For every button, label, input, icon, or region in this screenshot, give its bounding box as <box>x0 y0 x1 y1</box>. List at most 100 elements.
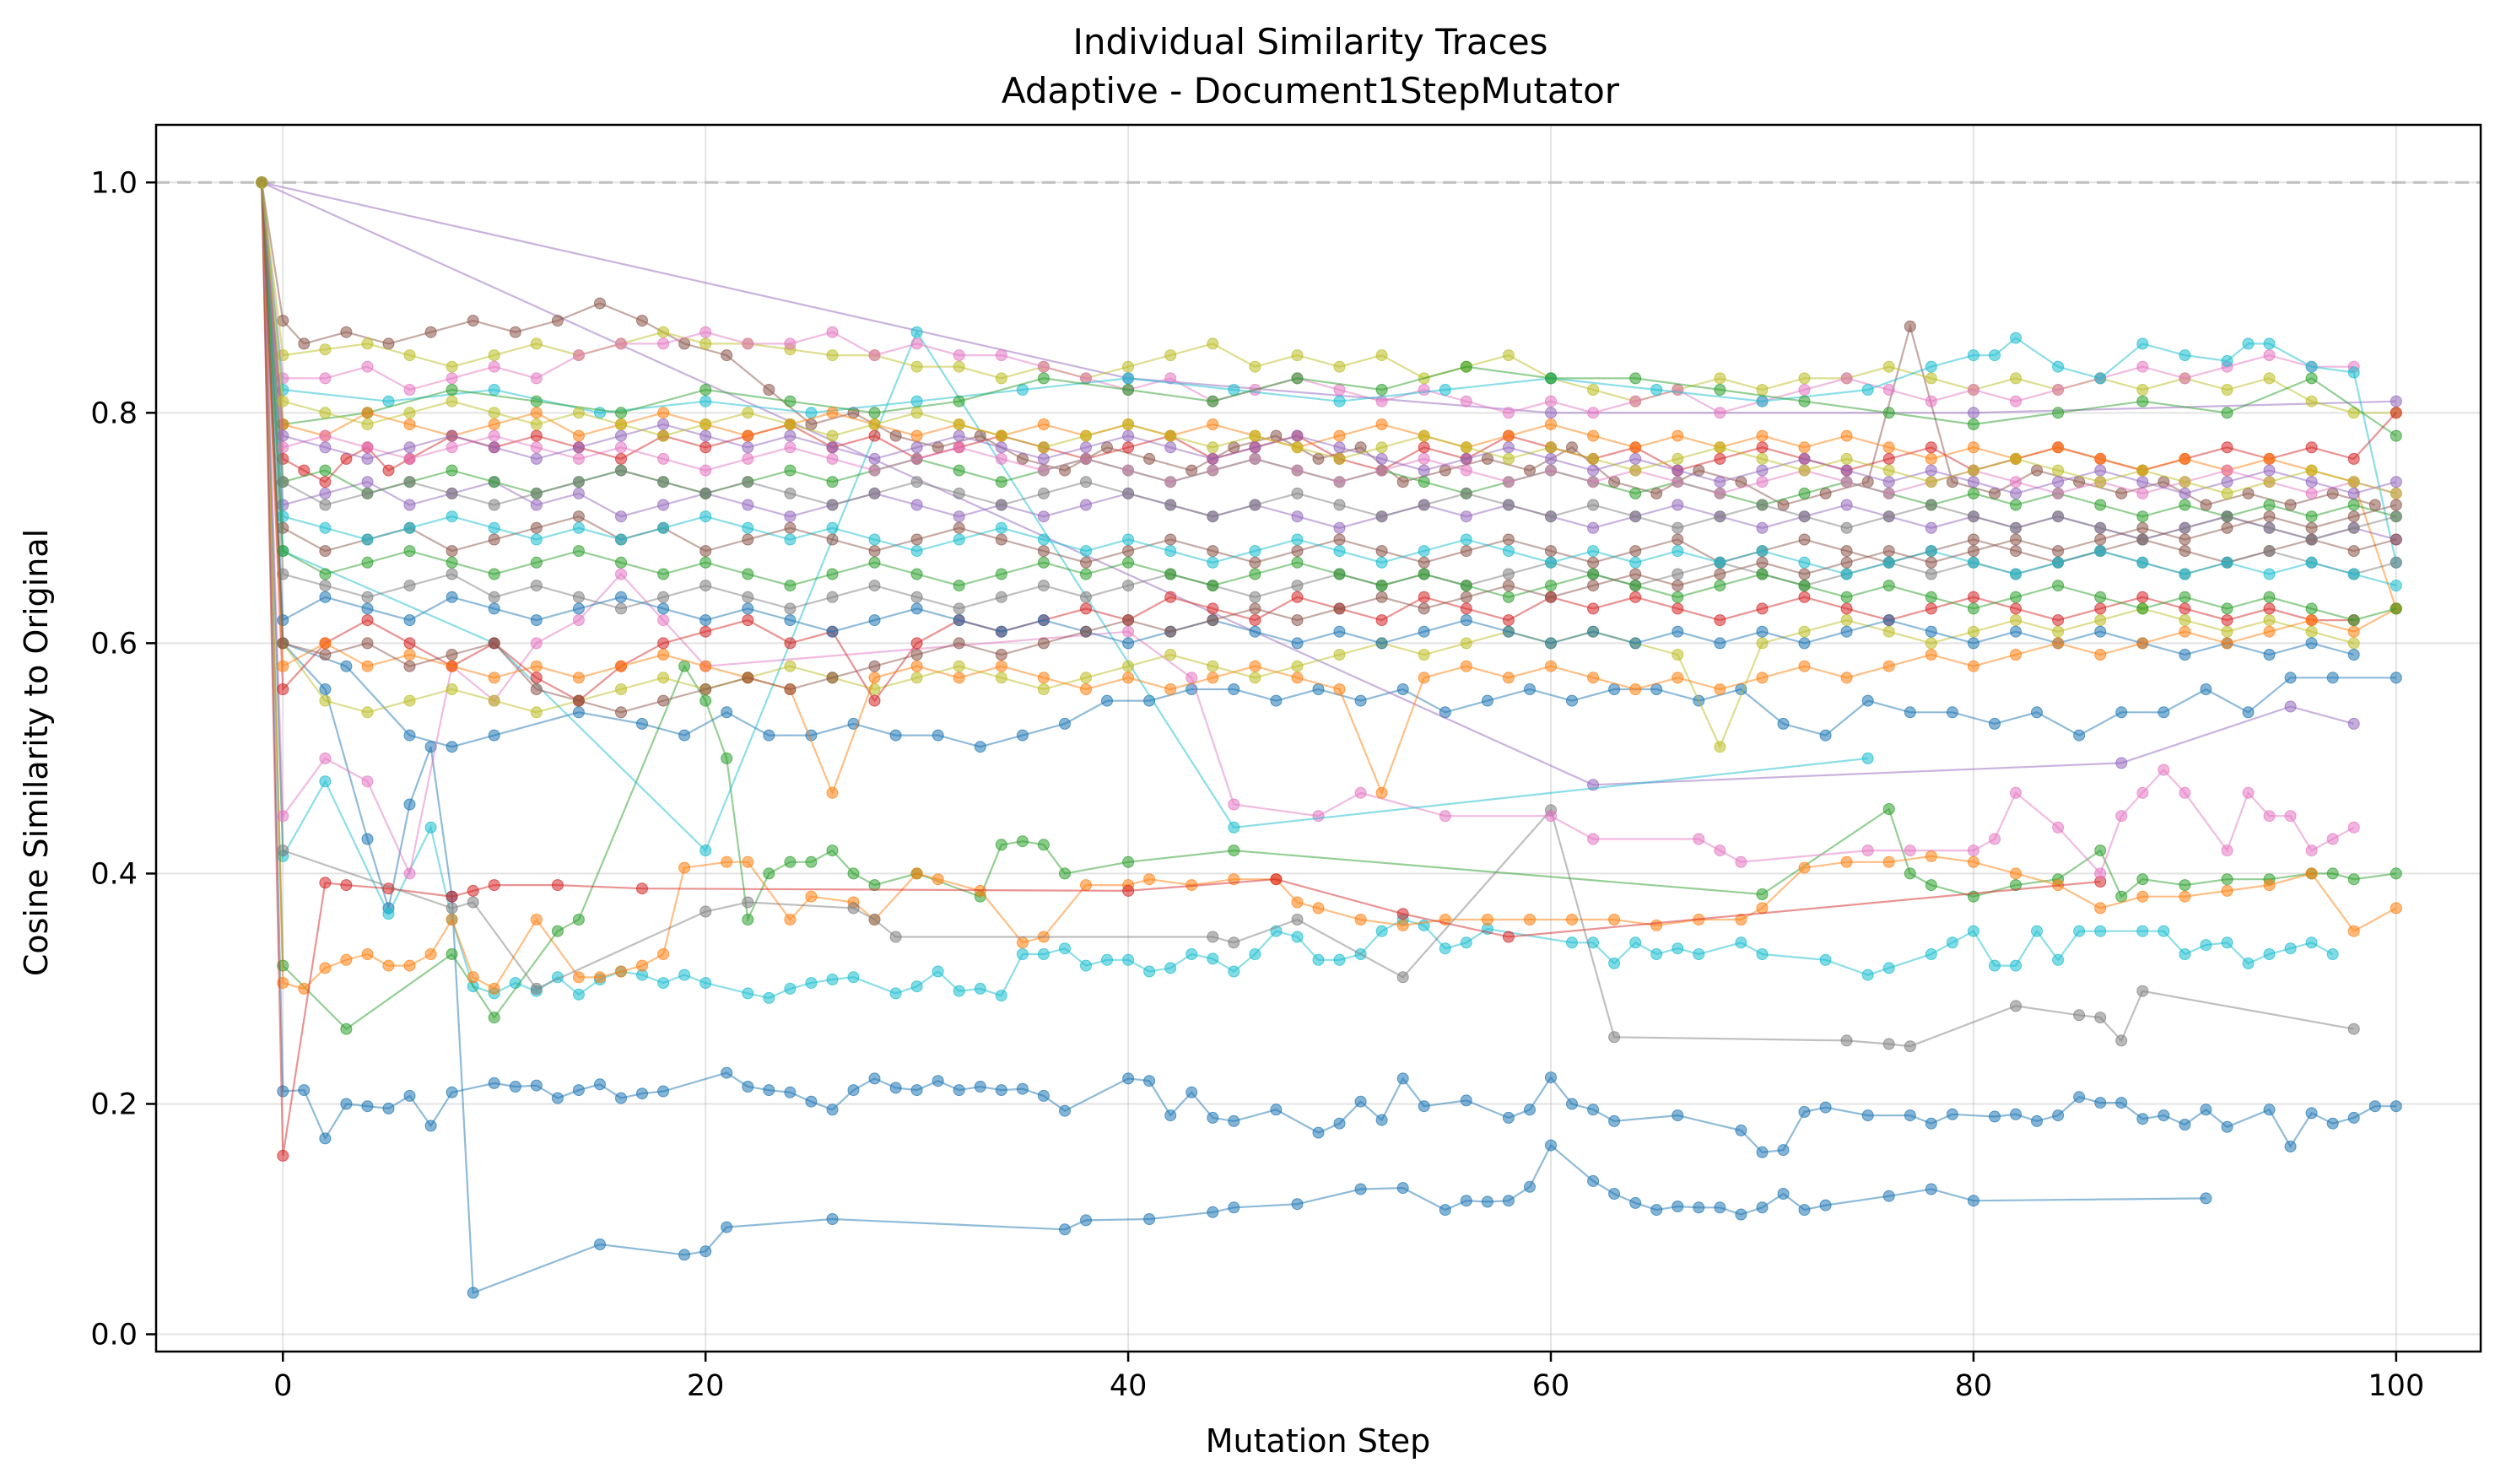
chart-title: Individual Similarity Traces <box>1072 21 1547 62</box>
series-29-point <box>2179 591 2191 603</box>
series-26-point <box>2305 637 2318 650</box>
series-26-point <box>868 614 881 627</box>
series-21-point <box>1291 580 1304 592</box>
series-5-point <box>2136 890 2149 903</box>
series-0-point <box>1524 1104 1536 1116</box>
series-3-point <box>1629 936 1642 949</box>
series-29-point <box>1037 556 1050 569</box>
series-0-point <box>763 1084 775 1097</box>
series-0-point <box>1207 1111 1219 1124</box>
series-32-point <box>1756 556 1769 569</box>
series-30-point <box>1037 452 1050 465</box>
series-31-point <box>953 487 965 499</box>
series-29-point <box>1545 580 1557 592</box>
series-23-point <box>1333 649 1346 661</box>
series-30-point <box>403 441 416 454</box>
series-32-point <box>2221 521 2233 534</box>
series-30-point <box>1375 452 1388 465</box>
series-7-point <box>1608 1031 1621 1044</box>
series-6-point <box>551 879 564 892</box>
series-33-point <box>1122 418 1135 430</box>
series-0-point <box>657 1085 670 1098</box>
series-26-point <box>403 614 416 627</box>
series-27-point <box>1840 476 1853 488</box>
series-13-point <box>2136 384 2149 396</box>
series-0-point <box>2263 1104 2276 1116</box>
series-29-point <box>1967 602 1979 615</box>
series-4-point <box>1228 845 1240 857</box>
series-28-point <box>403 649 416 661</box>
series-1-point <box>1481 1195 1493 1208</box>
series-1-point <box>1396 1182 1409 1195</box>
series-13-point <box>995 372 1007 385</box>
series-1-point <box>1524 1180 1536 1193</box>
series-29-point <box>1291 556 1304 569</box>
series-8-point <box>2305 845 2318 857</box>
series-24-point <box>1375 614 1388 627</box>
series-30-point <box>572 441 585 454</box>
series-33-point <box>1291 441 1304 454</box>
series-28-point <box>361 660 374 672</box>
series-29-point <box>488 568 500 580</box>
series-4-point <box>2347 873 2360 886</box>
series-1-point <box>1756 1201 1769 1214</box>
series-31-point <box>2390 510 2402 523</box>
series-0-point <box>1312 1126 1325 1139</box>
series-7-point <box>2347 1023 2360 1035</box>
series-13-point <box>2305 395 2318 407</box>
series-18-point <box>826 407 839 419</box>
series-32-point <box>2390 499 2402 511</box>
series-25-point <box>1333 545 1346 558</box>
series-5-point <box>340 953 353 966</box>
series-15-point <box>488 384 500 396</box>
series-16-point <box>615 407 627 419</box>
series-24-point <box>2179 602 2191 615</box>
series-18-point <box>2179 452 2191 465</box>
series-1-point <box>1650 1204 1663 1217</box>
series-4-point <box>699 694 712 707</box>
series-13-point <box>699 337 712 350</box>
series-0-point <box>1059 1104 1071 1117</box>
series-3-point <box>742 987 754 1000</box>
series-31-point <box>1207 510 1219 523</box>
series-26-point <box>657 602 670 615</box>
series-13-point <box>1164 349 1177 362</box>
series-20-point <box>868 545 881 558</box>
series-22-point <box>2347 499 2360 511</box>
series-16-point <box>2136 395 2149 407</box>
series-1-point <box>1059 1223 1071 1236</box>
series-7-point <box>2094 1012 2107 1024</box>
series-30-point <box>2221 476 2233 488</box>
series-18-point <box>1545 418 1557 430</box>
series-31-point <box>995 499 1007 511</box>
series-33-point <box>1164 429 1177 442</box>
series-24-point <box>2052 614 2065 627</box>
series-13-point <box>1207 337 1219 350</box>
series-3-point <box>2200 939 2212 952</box>
series-25-point <box>1375 556 1388 569</box>
series-14-point <box>319 372 332 385</box>
series-line-33 <box>261 182 2397 495</box>
series-5-point <box>1882 855 1895 868</box>
series-31-point <box>868 487 881 499</box>
series-25-point <box>1672 545 1684 558</box>
series-25-point <box>2263 568 2276 580</box>
series-17-point <box>1418 441 1430 454</box>
series-3-point <box>1439 942 1451 955</box>
series-18-point <box>1925 452 1937 465</box>
series-17-point <box>2305 441 2318 454</box>
series-30-point <box>2136 476 2149 488</box>
series-20-point <box>1798 533 1811 546</box>
series-12-point <box>551 315 564 327</box>
series-0-point <box>1185 1086 1198 1098</box>
series-29-point <box>2221 602 2233 615</box>
series-29-point <box>742 568 754 580</box>
series-30-point <box>1714 476 1726 488</box>
series-4-point <box>805 855 818 868</box>
series-25-point <box>2390 580 2402 592</box>
series-15-point <box>2242 337 2255 350</box>
series-1-point <box>1882 1190 1895 1202</box>
series-33-point <box>615 418 627 430</box>
series-30-point <box>1967 476 1979 488</box>
series-25-point <box>1037 533 1050 546</box>
